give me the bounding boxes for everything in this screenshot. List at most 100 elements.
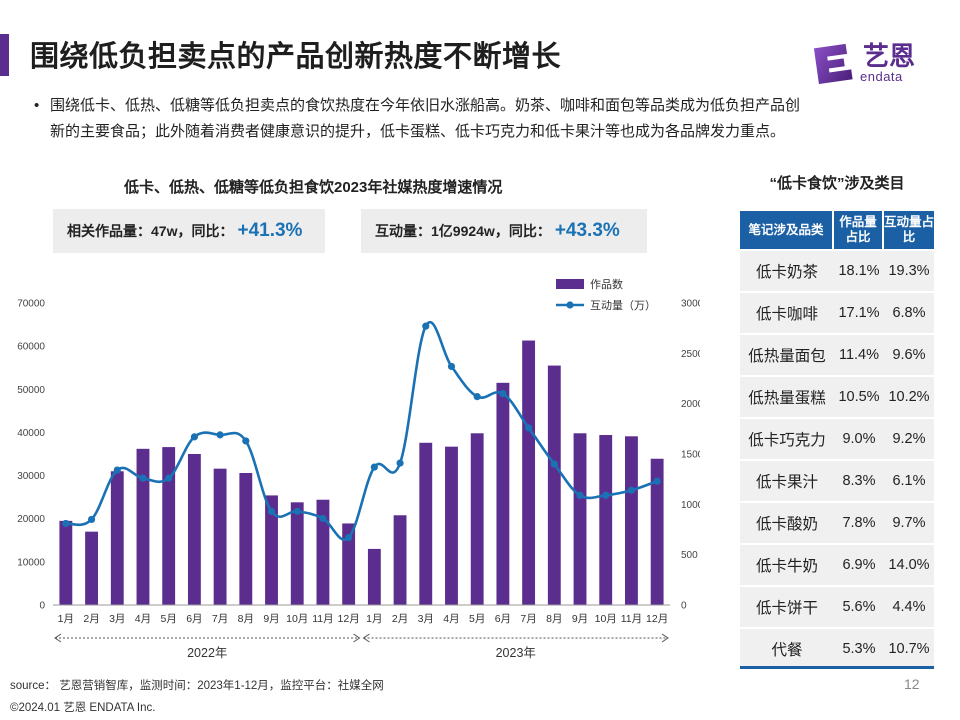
line-point [447,362,456,371]
engagement-line [65,321,658,541]
y-right-tick-label: 1000 [681,500,700,511]
table-cell-engagement-share: 6.1% [892,473,926,489]
table-cell-category: 低卡酸奶 [755,516,818,533]
bar [59,520,73,605]
table-cell-category: 低热量蛋糕 [748,390,826,407]
bar [547,365,561,605]
year-bracket-arrow-left [54,633,62,643]
y-right-tick-label: 500 [681,550,698,561]
x-tick-label: 1月 [366,613,382,625]
y-left-tick-label: 30000 [17,471,45,482]
x-tick-label: 6月 [495,613,511,625]
bar [239,472,253,605]
x-tick-label: 4月 [443,613,459,625]
x-tick-label: 8月 [546,613,562,625]
line-point [165,474,173,482]
line-point [550,460,558,468]
x-tick-label: 10月 [286,613,308,625]
year-bracket-arrow-right [353,633,361,643]
line-point [473,393,481,401]
bar [419,442,433,605]
category-table: 笔记涉及品类 作品量占比 互动量占比 低卡奶茶 18.1% 19.3% 低卡咖啡 17.… [740,211,934,669]
x-tick-label: 7月 [520,613,536,625]
table-bottom-rule [740,666,934,669]
table-cell-category: 低卡巧克力 [748,432,826,449]
copyright: ©2024.01 艺恩 ENDATA Inc. [10,702,156,714]
works-stat-box: 相关作品量：47w，同比： +41.3% [53,209,325,253]
x-tick-label: 2月 [392,613,408,625]
legend-bar-label: 作品数 [590,278,623,291]
table-header-category: 笔记涉及品类 [740,211,834,249]
logo-en-text: endata [860,69,903,84]
engagement-stat-label: 互动量：1亿9924w，同比： [375,223,551,239]
bar [650,458,664,605]
table-header-engagement-share: 互动量占比 [884,211,934,249]
bar [445,446,458,605]
line-point [396,459,404,467]
table-row: 低卡咖啡 17.1% 6.8% [740,293,934,333]
line-point [87,515,96,524]
table-cell-works-share: 5.3% [842,641,876,657]
table-cell-engagement-share: 10.2% [888,389,930,405]
bar [625,436,638,605]
table-cell-category: 低卡牛奶 [755,558,818,575]
bar [522,340,536,605]
line-point [499,390,507,398]
chart-title: 低卡、低热、低糖等低负担食饮2023年社媒热度增速情况 [124,179,503,196]
table-cell-works-share: 6.9% [842,557,876,573]
table-cell-engagement-share: 9.7% [892,515,926,531]
works-stat-value: +41.3% [237,220,303,241]
table-cell-category: 低热量面包 [748,348,826,365]
table-cell-engagement-share: 9.6% [892,347,926,363]
summary-bullet: 围绕低卡、低热、低糖等低负担卖点的食饮热度在今年依旧水涨船高。奶茶、咖啡和面包等… [34,93,810,145]
logo-cn-text: 艺恩 [863,41,916,71]
table-row: 低卡果汁 8.3% 6.1% [740,461,934,501]
page-number: 12 [904,676,920,692]
bar [110,471,124,605]
endata-logo-icon [813,43,853,84]
bar [470,433,484,605]
line-point [190,433,198,441]
bar [573,433,587,605]
table-cell-category: 低卡饼干 [755,600,818,617]
table-cell-works-share: 7.8% [842,515,876,531]
x-tick-label: 9月 [263,613,279,625]
y-right-tick-label: 2000 [681,399,700,410]
table-cell-works-share: 18.1% [838,263,880,279]
x-tick-label: 5月 [161,613,177,625]
y-left-tick-label: 50000 [17,385,45,396]
x-tick-label: 3月 [109,613,125,625]
line-point [653,477,661,485]
line-point [319,514,327,523]
legend-line-marker [566,301,574,309]
bar [85,531,98,605]
y-left-tick-label: 10000 [17,557,45,568]
line-point [602,491,610,499]
table-row: 低热量面包 11.4% 9.6% [740,335,934,375]
table-row: 低卡酸奶 7.8% 9.7% [740,503,934,543]
bar [290,502,304,605]
table-row: 低卡饼干 5.6% 4.4% [740,587,934,627]
table-cell-works-share: 17.1% [838,305,880,321]
legend-bar-swatch [556,279,584,289]
y-left-tick-label: 70000 [17,299,45,310]
table-cell-engagement-share: 14.0% [888,557,930,573]
x-tick-label: 4月 [135,613,151,625]
x-tick-label: 12月 [646,613,668,625]
y-right-tick-label: 0 [681,601,687,612]
table-header-works-share: 作品量占比 [834,211,884,249]
x-tick-label: 5月 [469,613,485,625]
line-point [525,424,533,432]
line-point [62,519,70,528]
y-right-tick-label: 1500 [681,450,700,461]
bar [599,435,613,605]
table-cell-engagement-share: 6.8% [892,305,926,321]
table-cell-engagement-share: 9.2% [892,431,926,447]
bar [496,382,510,605]
bar [342,523,356,605]
x-tick-label: 12月 [338,613,360,625]
table-title: “低卡食饮”涉及类目 [769,175,905,192]
table-row: 低卡巧克力 9.0% 9.2% [740,419,934,459]
line-point [139,474,147,482]
table-cell-engagement-share: 19.3% [888,263,930,279]
